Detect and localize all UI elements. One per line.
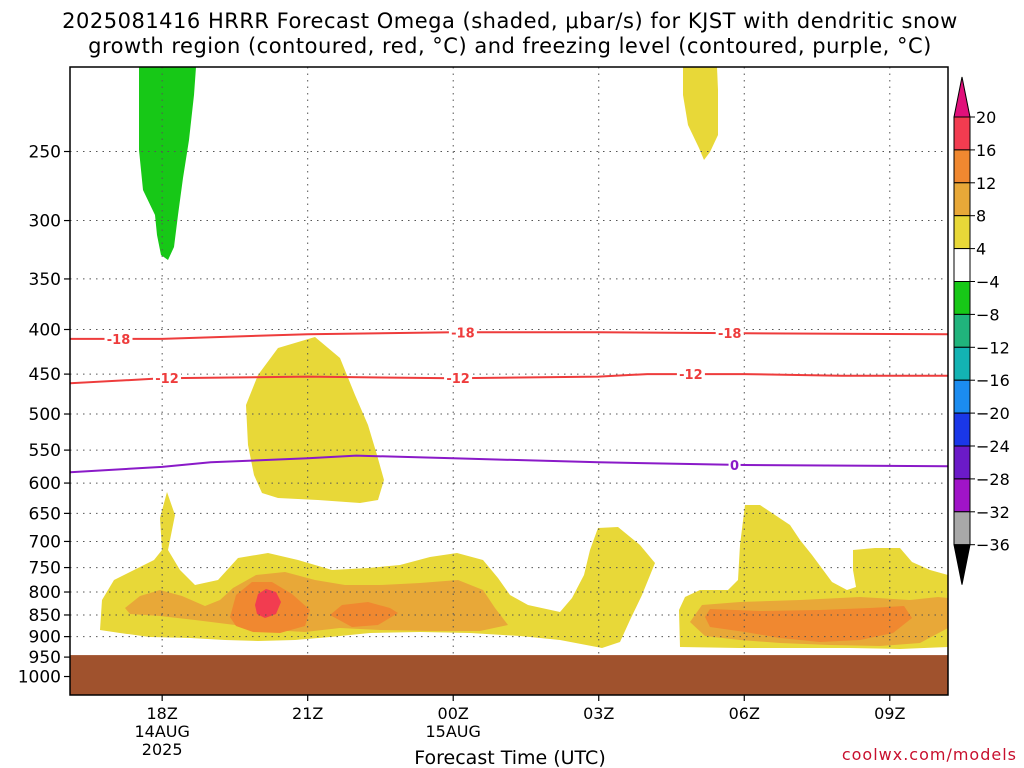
y-tick-label-800: 800	[29, 583, 61, 603]
colorbar-swatch-3	[953, 215, 971, 250]
contour-label-bg-2-0	[728, 456, 741, 472]
contour-line-0	[70, 331, 948, 340]
y-tick-label-1000: 1000	[18, 668, 61, 688]
colorbar-swatch-5	[953, 281, 971, 315]
colorbar-swatch-12	[953, 511, 971, 546]
colorbar-swatch-11	[953, 478, 971, 513]
contour-label-2-0: 0	[730, 459, 739, 474]
contour-label-1-0: -12	[155, 372, 179, 387]
contour-label-bg-0-0	[104, 330, 133, 346]
colorbar-swatch-10	[953, 445, 971, 480]
contour-line-2	[70, 454, 948, 474]
colorbar-swatch-4	[953, 248, 971, 283]
omega-green-area	[139, 67, 196, 260]
chart-title-line1: 2025081416 HRRR Forecast Omega (shaded, …	[62, 9, 958, 33]
colorbar-arrow-bottom	[953, 544, 971, 585]
x-tick-label-0: 18Z	[147, 704, 178, 723]
colorbar-swatch-8	[953, 379, 971, 414]
y-tick-label-300: 300	[29, 212, 61, 232]
omega-red-area	[255, 589, 281, 618]
x-tick-label-1: 21Z	[292, 704, 323, 723]
colorbar-label-11: −28	[976, 470, 1010, 489]
y-tick-label-700: 700	[29, 532, 61, 552]
contour-label-bg-1-2	[676, 366, 705, 382]
contour-label-0-2: -18	[718, 327, 742, 342]
x-tick-year-0: 2025	[142, 740, 183, 759]
colorbar-label-1: 16	[976, 141, 996, 160]
colorbar-label-2: 12	[976, 174, 996, 193]
y-tick-label-900: 900	[29, 628, 61, 648]
contour-label-1-2: -12	[679, 368, 703, 383]
y-tick-label-350: 350	[29, 270, 61, 290]
colorbar-label-13: −36	[976, 536, 1010, 555]
contour-label-bg-0-2	[715, 325, 744, 341]
colorbar-label-6: −8	[976, 305, 1000, 324]
ground-surface	[70, 655, 948, 695]
omega-yellow-area-upper	[683, 67, 718, 160]
y-tick-label-600: 600	[29, 474, 61, 494]
y-tick-label-750: 750	[29, 559, 61, 579]
colorbar-label-5: −4	[976, 273, 1000, 292]
colorbar-label-0: 20	[976, 108, 996, 127]
x-tick-label-3: 03Z	[583, 704, 614, 723]
x-tick-sublabel-0: 14AUG	[134, 722, 189, 741]
contour-label-bg-1-0	[153, 370, 182, 386]
contour-label-1-1: -12	[446, 372, 470, 387]
y-tick-label-550: 550	[29, 441, 61, 461]
colorbar-swatch-1	[953, 149, 971, 184]
colorbar-label-7: −12	[976, 338, 1010, 357]
omega-gold-area-west	[125, 572, 508, 632]
colorbar-label-10: −24	[976, 437, 1010, 456]
x-tick-label-4: 06Z	[729, 704, 760, 723]
x-tick-label-5: 09Z	[874, 704, 905, 723]
colorbar-label-3: 8	[976, 207, 986, 226]
colorbar-swatch-0	[953, 116, 971, 151]
colorbar-swatch-6	[953, 313, 971, 348]
omega-orange-area-east	[705, 606, 912, 642]
colorbar-label-8: −16	[976, 371, 1010, 390]
plot-area: -18 -18 -18 -12 -12 -12 0	[70, 67, 948, 695]
y-tick-label-650: 650	[29, 504, 61, 524]
plot-grid	[70, 67, 948, 695]
contour-label-0-0: -18	[107, 333, 131, 348]
y-tick-label-450: 450	[29, 365, 61, 385]
x-tick-label-2: 00Z	[438, 704, 469, 723]
x-axis-label: Forecast Time (UTC)	[414, 747, 605, 768]
plot-frame	[69, 66, 949, 696]
colorbar-label-4: 4	[976, 240, 986, 259]
colorbar-swatch-2	[953, 182, 971, 217]
contour-label-bg-0-1	[448, 324, 477, 340]
colorbar-label-9: −20	[976, 404, 1010, 423]
colorbar-label-12: −32	[976, 503, 1010, 522]
colorbar: 20 16 12 8 4 −4 −8 −12 −16 −20 −24 −28 −32 −36	[953, 76, 1010, 585]
colorbar-arrow-top	[953, 76, 971, 118]
contour-label-0-1: -18	[451, 326, 475, 341]
colorbar-swatch-7	[953, 346, 971, 381]
omega-yellow-area-middle	[246, 337, 384, 503]
temperature-contours: -18 -18 -18 -12 -12 -12 0	[70, 324, 948, 474]
y-tick-label-400: 400	[29, 321, 61, 341]
credit-text: coolwx.com/models	[842, 745, 1017, 764]
y-tick-label-850: 850	[29, 606, 61, 626]
chart-title-line2: growth region (contoured, red, °C) and f…	[88, 34, 932, 58]
colorbar-swatch-9	[953, 412, 971, 447]
y-axis-ticks: 2503003504004505005506006507007508008509…	[18, 143, 70, 688]
y-tick-label-250: 250	[29, 143, 61, 163]
x-tick-sublabel-2: 15AUG	[426, 722, 481, 741]
y-tick-label-500: 500	[29, 405, 61, 425]
contour-label-bg-1-1	[444, 370, 473, 386]
contour-line-1	[70, 373, 948, 385]
y-tick-label-950: 950	[29, 648, 61, 668]
